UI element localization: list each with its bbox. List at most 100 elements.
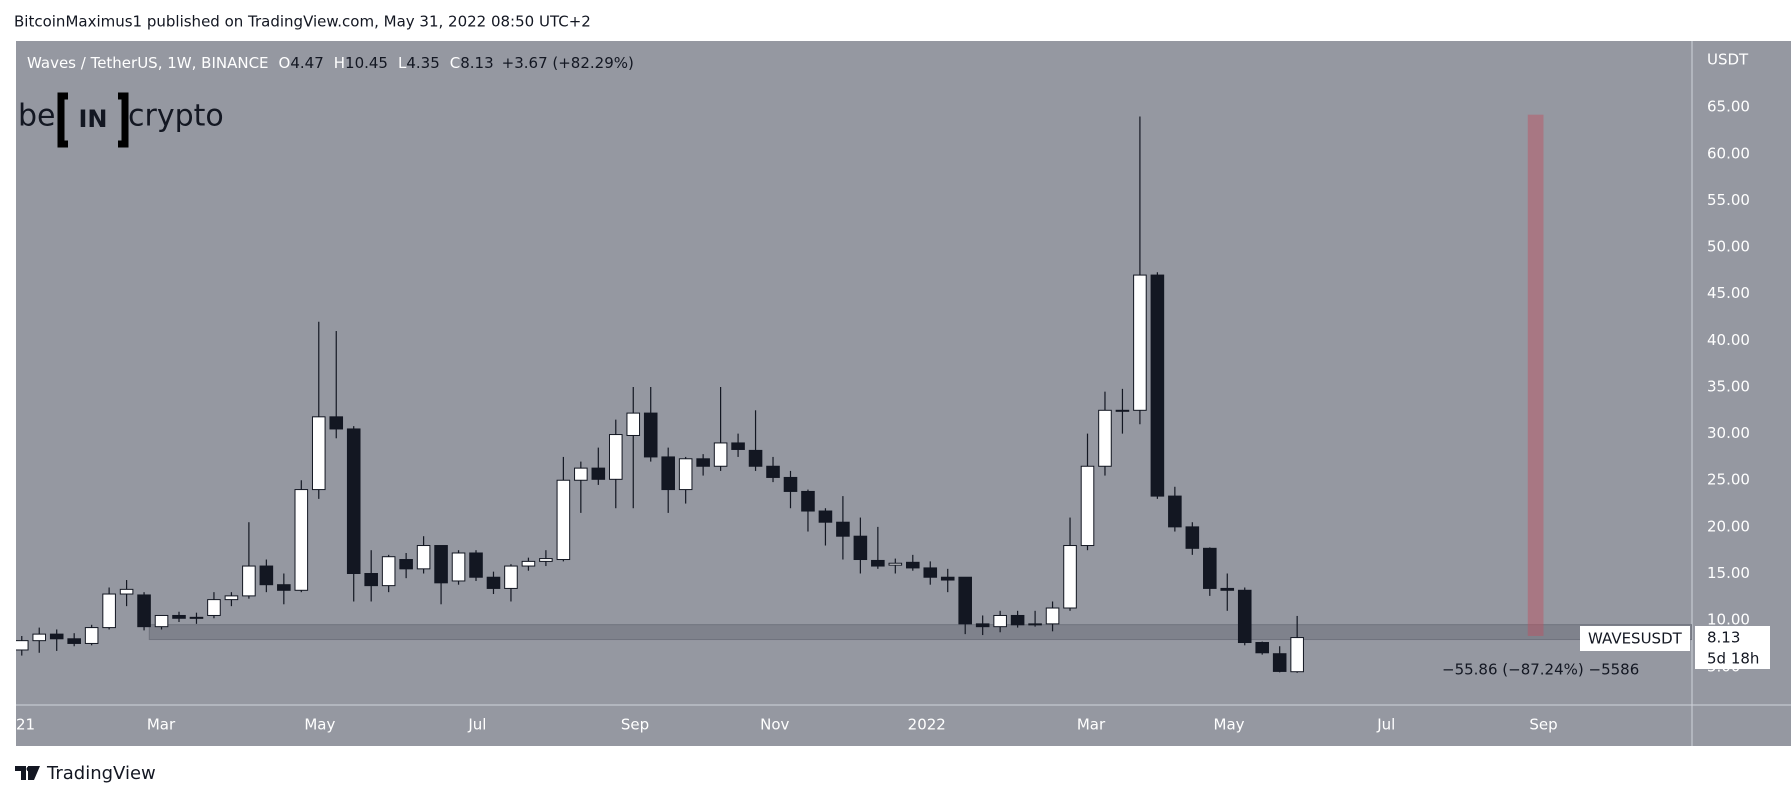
candle-body [399, 559, 413, 570]
candle-body [119, 588, 134, 595]
x-tick-label: May [304, 716, 335, 734]
candle-body [608, 434, 623, 480]
symbol-tag-text: WAVESUSDT [1588, 630, 1683, 648]
tv-icon [26, 766, 32, 772]
legend-value: 10.45 [345, 54, 388, 72]
x-tick-label: 2021 [0, 716, 35, 734]
candle-body [1220, 587, 1235, 591]
price-tag-text: 8.13 [1707, 629, 1740, 647]
candle-body [469, 552, 483, 578]
x-tick-label: Jul [1376, 716, 1395, 734]
candle-body [172, 614, 186, 619]
candle-body [259, 565, 274, 586]
candle-body [67, 638, 81, 644]
candle-body [504, 565, 518, 589]
candle-body [731, 442, 745, 450]
x-tick-label: Sep [1529, 716, 1557, 734]
y-tick-label: 45.00 [1707, 284, 1750, 302]
y-tick-label: 35.00 [1707, 377, 1750, 395]
candle-body [1150, 274, 1165, 497]
candle-body [836, 521, 850, 537]
candle-body [1255, 642, 1270, 654]
candle-body [1185, 526, 1200, 549]
candle-body [1080, 465, 1095, 547]
plot-background [16, 41, 1791, 746]
candle-body [993, 614, 1007, 628]
candle-body [1115, 409, 1130, 412]
candle-body [783, 476, 798, 492]
candle-body [696, 458, 710, 467]
candle-body [207, 599, 221, 616]
y-tick-label: 30.00 [1707, 424, 1750, 442]
candle-body [643, 412, 658, 458]
price-tag [1695, 626, 1770, 669]
candle-body [906, 561, 920, 569]
countdown: 5d 18h [1707, 650, 1759, 668]
header: BitcoinMaximus1 published on TradingView… [14, 13, 591, 31]
logo-text: IN [78, 105, 107, 133]
candle-body [434, 545, 448, 584]
candle-body [224, 595, 239, 601]
legend-key: C [450, 54, 460, 72]
candle-body [346, 428, 361, 575]
candle-body [556, 479, 571, 561]
candle-body [1098, 409, 1112, 467]
logo-text: crypto [128, 99, 224, 134]
highlight-bar [1527, 114, 1544, 636]
logo-bracket [57, 92, 129, 148]
candle-body [853, 535, 868, 561]
x-tick-label: Jul [467, 716, 486, 734]
candle-body [32, 633, 47, 642]
candle-body [364, 573, 378, 587]
y-tick-label: 55.00 [1707, 191, 1750, 209]
y-tick-label: 25.00 [1707, 471, 1750, 489]
legend-value: 4.35 [406, 54, 439, 72]
candle-body [137, 594, 151, 628]
candle-body [329, 416, 344, 430]
candle-body [1045, 607, 1060, 625]
y-tick-label: 10.00 [1707, 611, 1750, 629]
candle-body [975, 623, 990, 628]
candle-body [940, 576, 955, 581]
x-tick-label: Mar [1077, 716, 1106, 734]
candle-body [189, 616, 204, 619]
candle-body [1028, 623, 1042, 626]
candle-body [713, 442, 728, 467]
y-tick-label: 40.00 [1707, 331, 1750, 349]
measure-label: −55.86 (−87.24%) −5586 [1442, 661, 1639, 679]
y-tick-label: 50.00 [1707, 238, 1750, 256]
footer-logo [15, 766, 40, 780]
x-tick-label: Mar [147, 716, 176, 734]
support-zone [148, 624, 1692, 641]
legend-key: H [334, 54, 345, 72]
footer: TradingView [46, 763, 156, 784]
candle-body [416, 545, 431, 570]
candle-body [871, 559, 885, 567]
candle-body [1063, 545, 1077, 609]
y-tick-label: 20.00 [1707, 517, 1750, 535]
tv-icon [15, 766, 40, 780]
logo: be IN crypto [18, 92, 224, 148]
candle-body [626, 412, 641, 436]
candle-body [958, 576, 972, 625]
candle-body [1272, 653, 1287, 672]
candle-body [451, 552, 466, 582]
legend-symbol: Waves / TetherUS, 1W, BINANCE [27, 54, 269, 72]
candle-body [1203, 547, 1217, 589]
x-tick-label: 2022 [908, 716, 946, 734]
candle-body [16, 640, 29, 651]
candle-body [1237, 589, 1252, 644]
candle-body [574, 467, 588, 481]
candle-body [102, 593, 116, 629]
candle-body [539, 558, 553, 562]
y-unit: USDT [1707, 51, 1749, 69]
candle-body [888, 562, 903, 566]
candle-body [923, 567, 938, 578]
legend-value: 4.47 [290, 54, 323, 72]
y-tick-label: 15.00 [1707, 564, 1750, 582]
candle-body [381, 556, 396, 587]
legend-value: 8.13 [460, 54, 493, 72]
y-tick-label: 65.00 [1707, 98, 1750, 116]
legend-change: +3.67 (+82.29%) [502, 54, 634, 72]
